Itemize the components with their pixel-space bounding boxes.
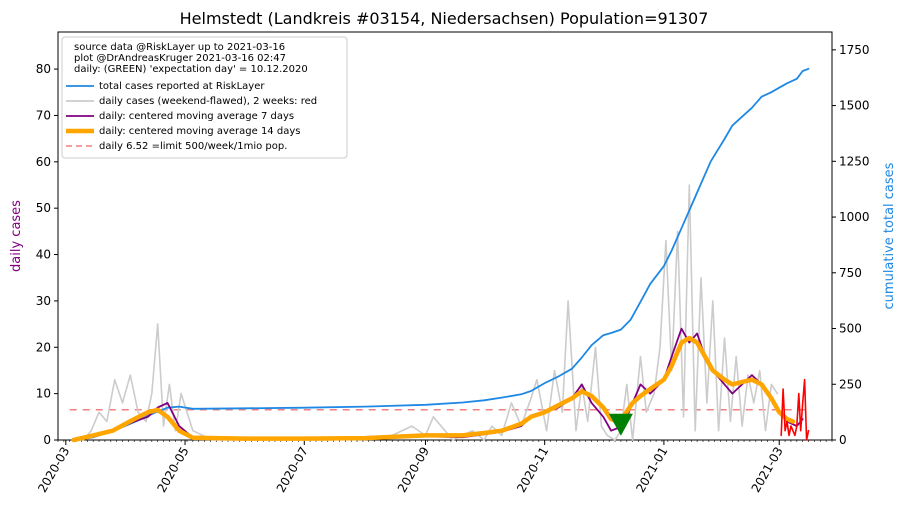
y-left-tick-label: 30 — [36, 294, 51, 308]
y-left-tick-label: 70 — [36, 108, 51, 122]
y-left-tick-label: 0 — [43, 433, 51, 447]
legend-label-ma7: daily: centered moving average 7 days — [99, 111, 294, 122]
legend-label-limit: daily 6.52 =limit 500/week/1mio pop. — [99, 141, 287, 152]
legend-label-ma14: daily: centered moving average 14 days — [99, 126, 300, 137]
expectation-day-marker — [608, 413, 633, 436]
y-left-tick-label: 60 — [36, 155, 51, 169]
legend-label-total: total cases reported at RiskLayer — [99, 81, 265, 92]
y-left-tick-label: 40 — [36, 248, 51, 262]
series-layer — [69, 67, 810, 443]
y-left-tick-label: 50 — [36, 201, 51, 215]
legend-annotation-2: plot @DrAndreasKruger 2021-03-16 02:47 — [74, 53, 286, 64]
y-right-tick-label: 1250 — [839, 154, 870, 168]
legend: source data @RiskLayer up to 2021-03-16 … — [61, 36, 348, 159]
series-daily-cases — [82, 184, 779, 441]
y-axis-right-label: cumulative total cases — [882, 162, 897, 309]
y-right-tick-label: 0 — [839, 433, 847, 447]
legend-annotation-1: source data @RiskLayer up to 2021-03-16 — [74, 42, 285, 53]
chart-title: Helmstedt (Landkreis #03154, Niedersachs… — [180, 9, 709, 28]
y-axis-right: 0 250 500 750 1000 1250 1500 1750 — [832, 43, 870, 447]
y-right-tick-label: 1500 — [839, 99, 870, 113]
y-left-tick-label: 20 — [36, 340, 51, 354]
y-axis-left-label: daily cases — [9, 200, 24, 272]
series-total-cases — [72, 67, 810, 441]
y-right-tick-label: 500 — [839, 322, 862, 336]
y-right-tick-label: 1750 — [839, 43, 870, 57]
y-right-tick-label: 250 — [839, 377, 862, 391]
y-right-tick-label: 1000 — [839, 210, 870, 224]
legend-annotation-3: daily: (GREEN) 'expectation day' = 10.12… — [74, 64, 308, 75]
legend-box — [61, 36, 348, 159]
series-recent-daily — [780, 378, 810, 441]
y-axis-left: 0 10 20 30 40 50 60 70 80 — [36, 62, 58, 447]
y-left-tick-label: 80 — [36, 62, 51, 76]
y-right-tick-label: 750 — [839, 266, 862, 280]
series-ma14 — [71, 335, 796, 443]
legend-label-daily: daily cases (weekend-flawed), 2 weeks: r… — [99, 96, 317, 107]
y-left-tick-label: 10 — [36, 387, 51, 401]
